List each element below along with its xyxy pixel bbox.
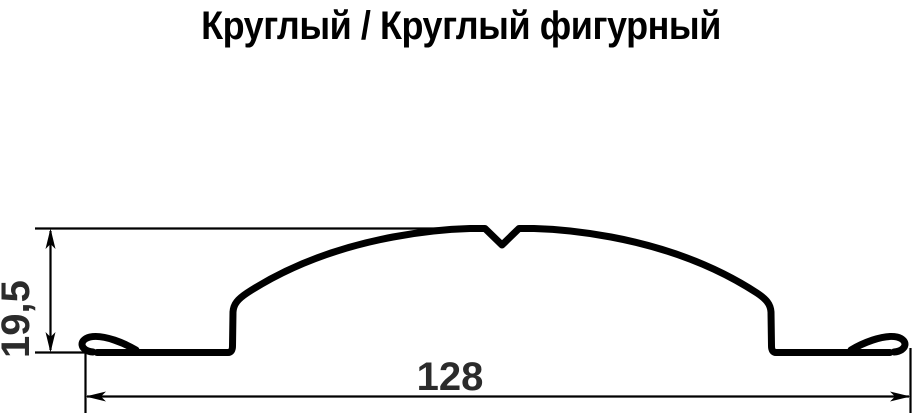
profile-hook-left bbox=[78, 332, 140, 356]
profile-outline bbox=[93, 225, 894, 356]
arrow-head-width-left bbox=[85, 391, 106, 402]
arrow-head-width-right bbox=[890, 391, 911, 402]
dimension-label-height: 19,5 bbox=[0, 280, 38, 358]
profile-hook-right bbox=[847, 332, 909, 356]
arrow-head-height-bottom bbox=[45, 332, 56, 353]
dimension-label-width: 128 bbox=[417, 355, 484, 399]
page-title: Круглый / Круглый фигурный bbox=[201, 4, 721, 48]
arrow-head-height-top bbox=[45, 228, 56, 249]
